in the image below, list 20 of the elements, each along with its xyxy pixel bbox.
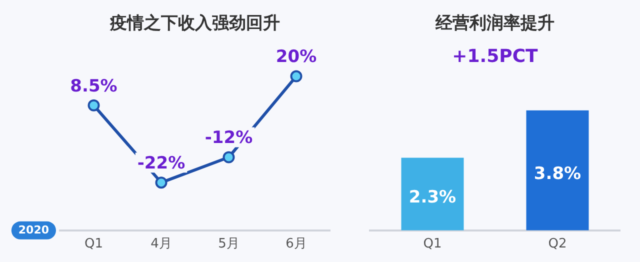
x-tick-label: Q1 xyxy=(84,236,104,252)
point xyxy=(290,70,302,82)
data-label: 3.8% xyxy=(534,164,582,184)
data-label: 20% xyxy=(276,47,317,68)
x-tick-label: Q2 xyxy=(548,236,567,252)
data-label: -12% xyxy=(204,128,253,148)
x-tick-label: 6月 xyxy=(286,236,307,252)
point xyxy=(155,176,168,189)
x-tick-label: 4月 xyxy=(150,236,172,252)
point xyxy=(88,99,100,112)
chart-title: 经营利润率提升 xyxy=(434,14,554,34)
data-label: 2.3% xyxy=(408,188,456,208)
text: +1.5PCT xyxy=(452,46,539,68)
data-label: 8.5% xyxy=(70,76,118,96)
x-tick-label: 5月 xyxy=(218,236,240,252)
point xyxy=(222,151,235,164)
chart-title: 疫情之下收入强劲回升 xyxy=(109,14,280,34)
data-label: -22% xyxy=(137,153,186,174)
text: 2020 xyxy=(18,223,50,236)
x-tick-label: Q1 xyxy=(423,236,442,252)
